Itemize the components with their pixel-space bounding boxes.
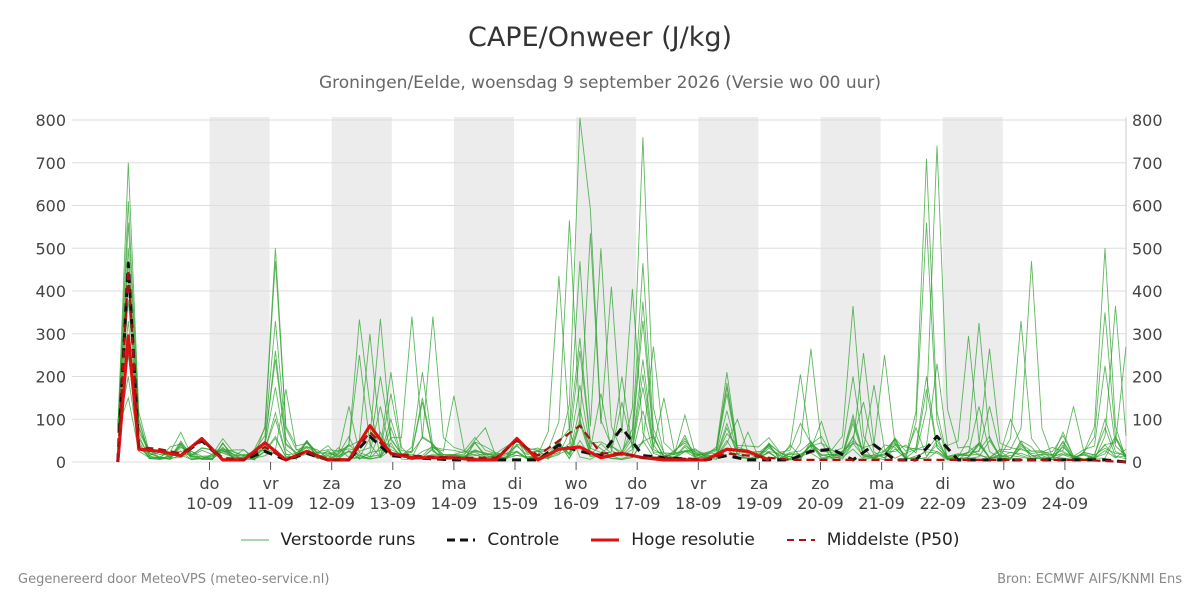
legend-hires-label: Hoge resolutie xyxy=(631,530,755,550)
y-tick-label-right: 800 xyxy=(1132,111,1163,130)
y-tick-label-right: 600 xyxy=(1132,197,1163,216)
legend-hires-swatch xyxy=(591,538,620,542)
chart-title: CAPE/Onweer (J/kg) xyxy=(467,22,732,53)
perturbed-run-line xyxy=(117,337,1127,461)
y-tick-label-right: 200 xyxy=(1132,368,1163,387)
y-tick-label-right: 500 xyxy=(1132,239,1163,258)
y-tick-label-right: 300 xyxy=(1132,325,1163,344)
legend: Verstoorde runs Controle Hoge resolutie … xyxy=(0,530,1200,550)
cape-chart: 0 0 100 100 200 200 300 300 400 400 500 500 600 600 70… xyxy=(35,111,1163,513)
x-tick-day-label: vr xyxy=(690,474,706,493)
x-tick-date-label: 20-09 xyxy=(797,494,844,513)
median-line xyxy=(116,268,1127,464)
y-tick-label-left: 0 xyxy=(56,453,66,472)
x-tick-day-label: zo xyxy=(811,474,829,493)
y-tick-label-left: 600 xyxy=(35,197,66,216)
legend-perturbed-swatch xyxy=(240,539,269,541)
x-tick-date-label: 10-09 xyxy=(186,494,233,513)
x-tick-date-label: 24-09 xyxy=(1042,494,1089,513)
x-tick-date-label: 12-09 xyxy=(308,494,355,513)
x-tick-date-label: 22-09 xyxy=(919,494,966,513)
x-tick-date-label: 23-09 xyxy=(981,494,1028,513)
legend-perturbed[interactable]: Verstoorde runs xyxy=(240,530,416,550)
y-tick-label-left: 700 xyxy=(35,154,66,173)
legend-control-swatch xyxy=(447,538,476,542)
x-tick-day-label: di xyxy=(508,474,523,493)
shaded-band xyxy=(698,117,759,462)
x-tick-day-label: wo xyxy=(992,474,1015,493)
y-tick-label-left: 300 xyxy=(35,325,66,344)
shaded-band xyxy=(820,117,881,462)
y-tick-label-right: 400 xyxy=(1132,282,1163,301)
legend-median-swatch xyxy=(786,539,815,541)
legend-median[interactable]: Middelste (P50) xyxy=(786,530,960,550)
x-tick-date-label: 21-09 xyxy=(858,494,905,513)
x-tick-day-label: do xyxy=(200,474,220,493)
shaded-band xyxy=(209,117,270,462)
x-tick-date-label: 14-09 xyxy=(431,494,478,513)
x-tick-date-label: 19-09 xyxy=(736,494,783,513)
x-tick-date-label: 15-09 xyxy=(492,494,539,513)
legend-control[interactable]: Controle xyxy=(447,530,559,550)
legend-control-label: Controle xyxy=(487,530,560,550)
y-tick-label-right: 100 xyxy=(1132,410,1163,429)
footer-generator: Gegenereerd door MeteoVPS (meteo-service… xyxy=(18,572,330,587)
chart-subtitle: Groningen/Eelde, woensdag 9 september 20… xyxy=(318,73,882,93)
x-tick-day-label: vr xyxy=(263,474,279,493)
x-tick-day-label: ma xyxy=(441,474,466,493)
y-tick-label-left: 200 xyxy=(35,368,66,387)
y-tick-label-left: 800 xyxy=(35,111,66,130)
y-tick-label-left: 100 xyxy=(35,410,66,429)
x-tick-day-label: ma xyxy=(869,474,894,493)
x-tick-date-label: 17-09 xyxy=(614,494,661,513)
x-tick-date-label: 16-09 xyxy=(553,494,600,513)
shaded-band xyxy=(942,117,1003,462)
x-tick-day-label: do xyxy=(1055,474,1075,493)
y-tick-label-right: 700 xyxy=(1132,154,1163,173)
x-tick-day-label: zo xyxy=(384,474,402,493)
x-tick-day-label: do xyxy=(627,474,647,493)
shaded-band xyxy=(453,117,514,462)
x-tick-date-label: 11-09 xyxy=(247,494,294,513)
y-tick-label-right: 0 xyxy=(1132,453,1142,472)
shaded-band xyxy=(331,117,392,462)
legend-hires[interactable]: Hoge resolutie xyxy=(591,530,755,550)
x-tick-date-label: 13-09 xyxy=(370,494,417,513)
x-tick-day-label: wo xyxy=(565,474,588,493)
y-tick-label-left: 500 xyxy=(35,239,66,258)
legend-median-label: Middelste (P50) xyxy=(826,530,960,550)
x-tick-day-label: di xyxy=(935,474,950,493)
legend-perturbed-label: Verstoorde runs xyxy=(280,530,416,550)
x-tick-day-label: za xyxy=(750,474,768,493)
x-tick-day-label: za xyxy=(323,474,341,493)
y-tick-label-left: 400 xyxy=(35,282,66,301)
x-tick-date-label: 18-09 xyxy=(675,494,722,513)
footer-source: Bron: ECMWF AIFS/KNMI Ens xyxy=(997,572,1182,587)
